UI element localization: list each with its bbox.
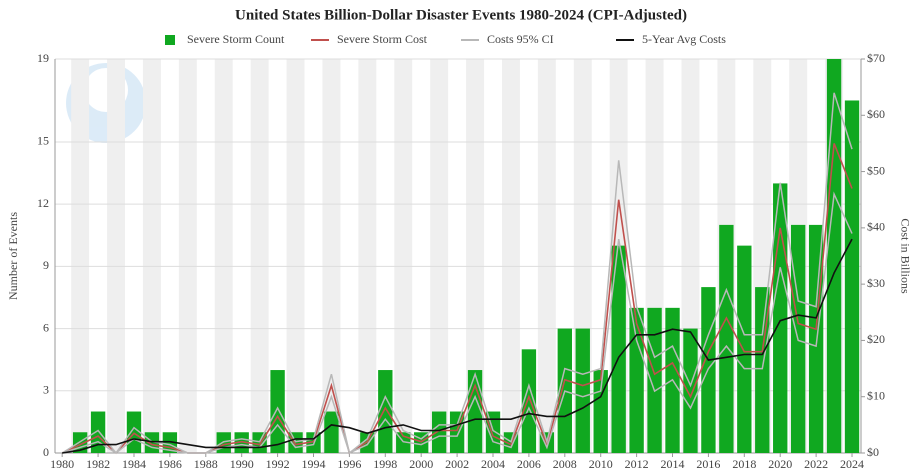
ci-lower: [61, 191, 853, 455]
x-tick-label: 1998: [373, 457, 397, 471]
bar: [431, 411, 447, 453]
x-tick-label: 2002: [445, 457, 469, 471]
chart-title: United States Billion-Dollar Disaster Ev…: [235, 7, 687, 23]
y2-axis-label: Cost in Billions: [898, 218, 912, 294]
legend-label: 5-Year Avg Costs: [642, 32, 726, 46]
y-tick-label: 15: [37, 134, 49, 148]
band: [466, 59, 485, 453]
y-tick-label: 9: [43, 258, 49, 272]
x-tick-label: 2022: [804, 457, 828, 471]
x-tick-label: 1980: [50, 457, 74, 471]
bar: [611, 245, 626, 453]
x-tick-label: 2018: [732, 457, 756, 471]
legend-label: Costs 95% CI: [487, 32, 554, 46]
x-tick-label: 1982: [86, 457, 110, 471]
x-tick-label: 1986: [158, 457, 182, 471]
x-tick-label: 1984: [122, 457, 146, 471]
y2-tick-label: $70: [867, 51, 885, 65]
bar: [467, 370, 483, 453]
bar: [485, 411, 501, 453]
bar: [844, 100, 860, 453]
y2-tick-label: $10: [867, 388, 885, 402]
y-tick-label: 0: [43, 445, 49, 459]
bar: [378, 370, 393, 453]
x-tick-label: 1996: [337, 457, 361, 471]
bar: [826, 59, 842, 453]
band: [430, 59, 449, 453]
bar: [629, 307, 644, 453]
x-tick-label: 2012: [625, 457, 649, 471]
bar: [521, 349, 537, 453]
bar: [683, 328, 698, 453]
band: [358, 59, 377, 453]
x-tick-label: 2000: [409, 457, 433, 471]
y-axis-label: Number of Events: [6, 212, 20, 300]
x-tick-label: 2014: [661, 457, 685, 471]
x-tick-label: 1990: [230, 457, 254, 471]
y2-tick-label: $20: [867, 332, 885, 346]
band: [537, 59, 556, 453]
y2-tick-label: $0: [867, 445, 879, 459]
bar: [575, 328, 590, 453]
bar: [737, 245, 752, 453]
band: [107, 59, 126, 453]
bar: [288, 432, 303, 453]
band: [71, 59, 90, 453]
bar: [647, 307, 662, 453]
x-tick-label: 2024: [840, 457, 864, 471]
band: [286, 59, 305, 453]
y-tick-label: 6: [43, 320, 49, 334]
bar: [216, 432, 231, 453]
band: [394, 59, 413, 453]
line: [62, 238, 853, 454]
x-tick-label: 2008: [553, 457, 577, 471]
bar: [808, 224, 824, 453]
x-tick-label: 2010: [589, 457, 613, 471]
legend-label: Severe Storm Count: [187, 32, 285, 46]
bar: [360, 432, 375, 453]
x-tick-label: 2016: [696, 457, 720, 471]
y-tick-label: 3: [43, 383, 49, 397]
x-tick-label: 2006: [517, 457, 541, 471]
y-tick-label: 12: [37, 196, 49, 210]
legend-label: Severe Storm Cost: [337, 32, 428, 46]
band: [178, 59, 197, 453]
x-tick-label: 2004: [481, 457, 505, 471]
y2-tick-label: $40: [867, 220, 885, 234]
band: [250, 59, 269, 453]
band: [501, 59, 520, 453]
y2-tick-label: $50: [867, 163, 885, 177]
y-tick-label: 19: [37, 51, 49, 65]
x-tick-label: 1992: [266, 457, 290, 471]
bar: [719, 224, 734, 453]
y2-tick-label: $60: [867, 107, 885, 121]
bar: [593, 370, 608, 453]
band: [322, 59, 341, 453]
band: [142, 59, 161, 453]
x-tick-label: 1994: [301, 457, 325, 471]
legend-swatch: [165, 35, 175, 45]
bar: [324, 411, 339, 453]
band: [214, 59, 233, 453]
bar: [270, 370, 285, 453]
x-tick-label: 2020: [768, 457, 792, 471]
x-tick-label: 1988: [194, 457, 218, 471]
y2-tick-label: $30: [867, 276, 885, 290]
